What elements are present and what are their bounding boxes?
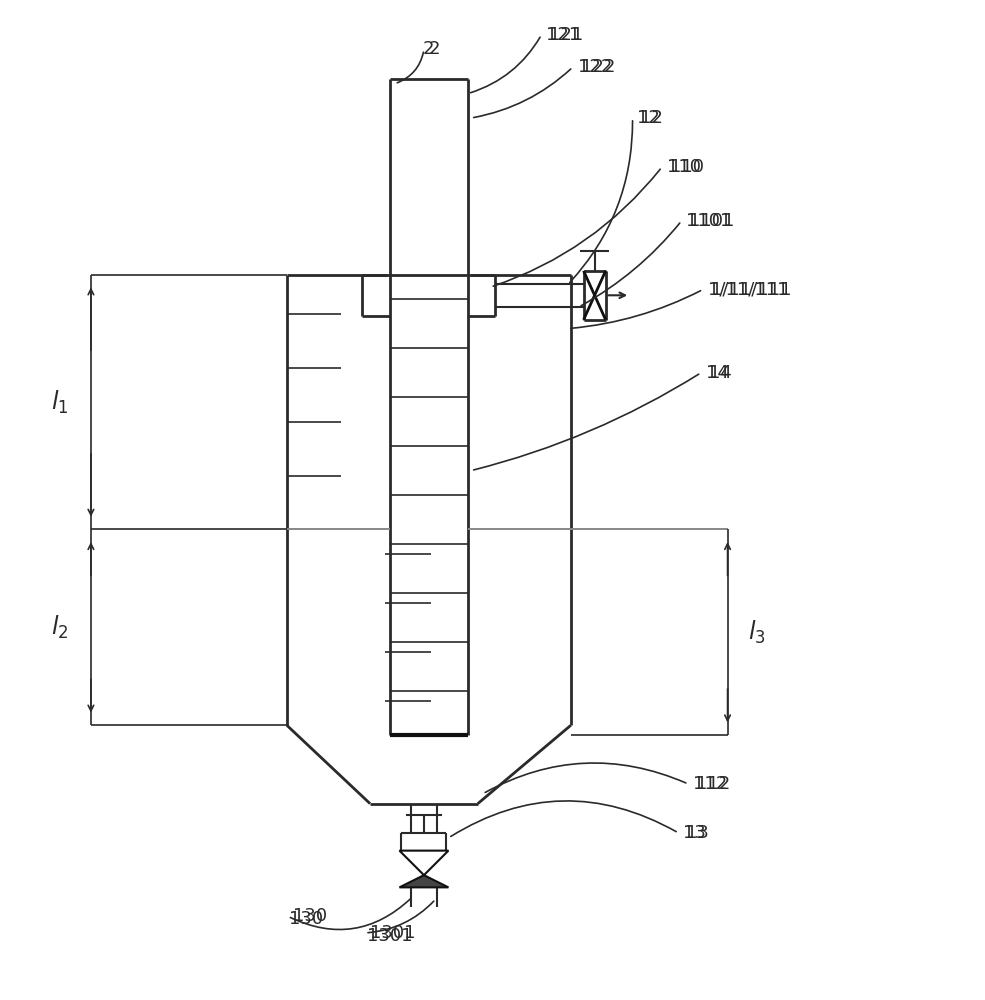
Text: $l_2$: $l_2$: [51, 614, 68, 641]
Text: 112: 112: [693, 775, 728, 793]
Text: 1101: 1101: [687, 212, 732, 230]
Text: 110: 110: [667, 158, 701, 176]
Text: 13: 13: [684, 824, 706, 842]
Text: $l_3$: $l_3$: [748, 619, 765, 646]
Text: 121: 121: [547, 26, 580, 44]
Text: 110: 110: [670, 158, 703, 176]
Text: 2: 2: [428, 40, 440, 58]
Text: $l_1$: $l_1$: [51, 388, 68, 416]
Polygon shape: [400, 875, 448, 887]
Text: 12: 12: [637, 109, 660, 127]
Text: 130: 130: [289, 910, 323, 928]
Text: 122: 122: [580, 58, 615, 76]
Text: 14: 14: [709, 364, 732, 382]
Text: 1101: 1101: [690, 212, 735, 230]
Text: 112: 112: [696, 775, 731, 793]
Polygon shape: [400, 851, 448, 875]
Text: 12: 12: [640, 109, 663, 127]
Text: 1301: 1301: [367, 927, 413, 945]
Text: 14: 14: [706, 364, 729, 382]
Text: 2: 2: [424, 40, 434, 58]
Text: 1/11/111: 1/11/111: [708, 280, 788, 298]
Text: 122: 122: [578, 58, 612, 76]
Text: 1/11/111: 1/11/111: [711, 280, 791, 298]
Text: 121: 121: [550, 26, 583, 44]
Text: 130: 130: [293, 907, 327, 925]
Text: 13: 13: [687, 824, 709, 842]
Text: 1301: 1301: [370, 924, 416, 942]
